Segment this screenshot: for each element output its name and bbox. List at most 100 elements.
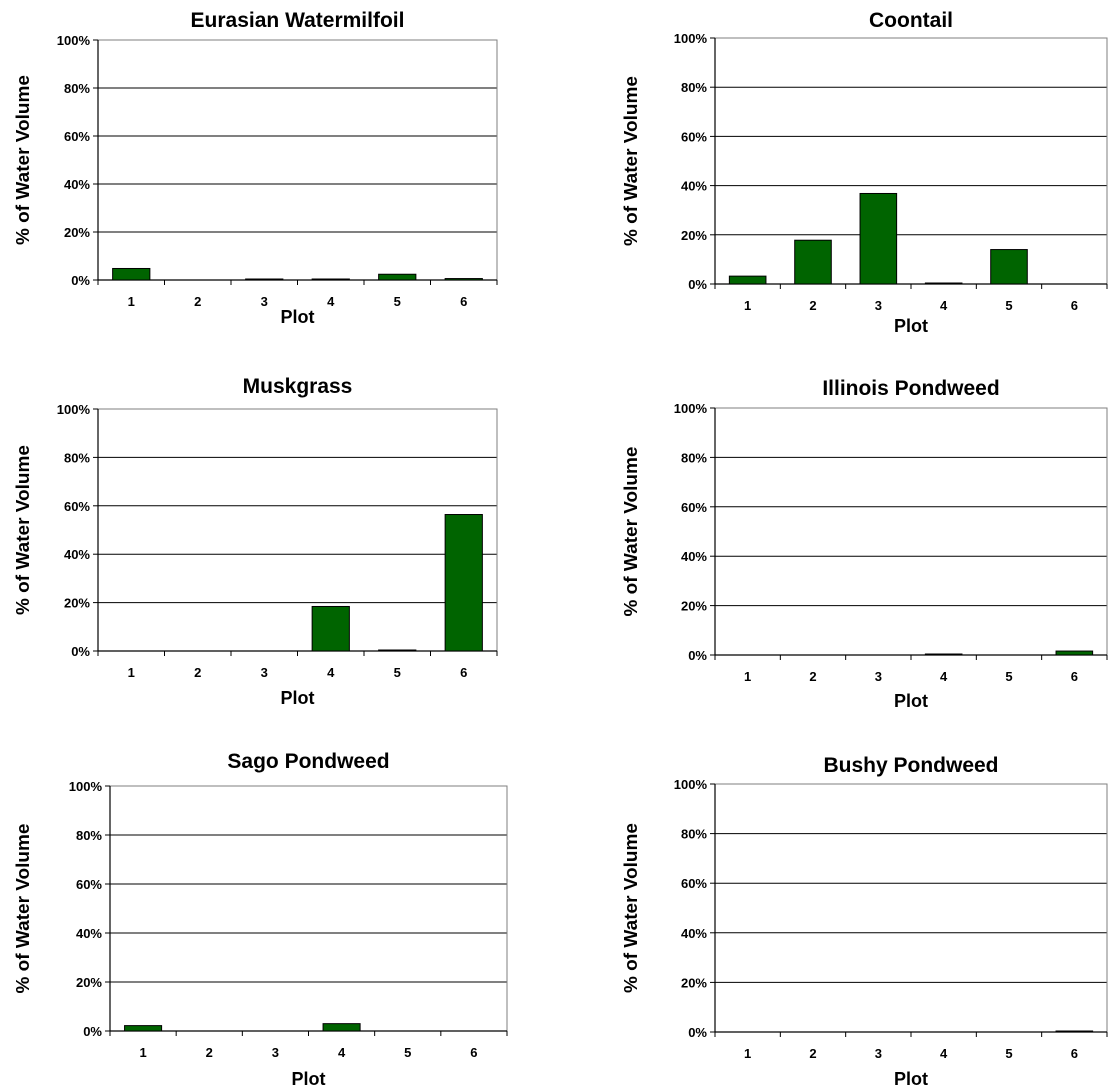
- y-tick-label: 60%: [64, 499, 90, 514]
- x-tick-label: 5: [1005, 669, 1012, 684]
- bar-plot-4: [924, 653, 963, 656]
- y-tick-label: 60%: [64, 129, 90, 144]
- y-tick-label: 0%: [71, 273, 90, 288]
- bar-plot-4: [322, 1023, 361, 1032]
- x-tick-label: 1: [139, 1045, 146, 1060]
- x-axis-label: Plot: [281, 688, 315, 708]
- y-tick-label: 40%: [681, 926, 707, 941]
- y-axis-label: % of Water Volume: [621, 823, 641, 993]
- x-tick-label: 2: [194, 294, 201, 309]
- y-tick-label: 60%: [681, 500, 707, 515]
- x-tick-label: 2: [809, 1046, 816, 1061]
- bar-plot-1: [728, 275, 767, 285]
- x-axis-label: Plot: [894, 691, 928, 711]
- y-tick-label: 0%: [688, 1025, 707, 1040]
- x-tick-label: 2: [809, 669, 816, 684]
- y-tick-label: 80%: [76, 828, 102, 843]
- y-axis-label: % of Water Volume: [13, 445, 33, 615]
- x-tick-label: 4: [327, 294, 335, 309]
- x-tick-label: 2: [206, 1045, 213, 1060]
- y-tick-label: 20%: [64, 225, 90, 240]
- y-axis-label: % of Water Volume: [621, 76, 641, 246]
- bar-plot-6: [444, 278, 483, 281]
- y-tick-label: 100%: [674, 31, 708, 46]
- bar-plot-5: [378, 273, 417, 281]
- chart-title: Eurasian Watermilfoil: [191, 9, 405, 32]
- bar-plot-4: [924, 282, 963, 285]
- bar-plot-3: [245, 278, 284, 281]
- chart-title: Bushy Pondweed: [823, 754, 998, 777]
- x-tick-label: 5: [394, 294, 401, 309]
- y-tick-label: 80%: [681, 80, 707, 95]
- x-axis-label: Plot: [894, 316, 928, 336]
- x-tick-label: 4: [940, 1046, 948, 1061]
- y-tick-label: 80%: [64, 450, 90, 465]
- bar-plot-6: [444, 514, 483, 652]
- x-tick-label: 1: [744, 669, 751, 684]
- plot-area-frame: [714, 37, 1108, 285]
- plot-area-frame: [109, 785, 508, 1032]
- x-tick-label: 1: [128, 294, 135, 309]
- x-tick-label: 3: [272, 1045, 279, 1060]
- y-tick-label: 40%: [681, 179, 707, 194]
- y-tick-label: 80%: [681, 450, 707, 465]
- x-tick-label: 2: [809, 298, 816, 313]
- x-tick-label: 4: [940, 669, 948, 684]
- chart-title: Coontail: [869, 9, 953, 32]
- x-axis-label: Plot: [894, 1069, 928, 1089]
- y-tick-label: 20%: [681, 975, 707, 990]
- x-axis-label: Plot: [281, 307, 315, 327]
- y-axis-label: % of Water Volume: [621, 447, 641, 617]
- bar-plot-2: [794, 239, 832, 285]
- y-tick-label: 100%: [69, 779, 103, 794]
- x-tick-label: 4: [338, 1045, 346, 1060]
- x-tick-label: 5: [1005, 1046, 1012, 1061]
- x-tick-label: 6: [470, 1045, 477, 1060]
- y-tick-label: 20%: [64, 596, 90, 611]
- bar-plot-6: [1055, 1030, 1094, 1033]
- x-tick-label: 6: [460, 665, 467, 680]
- x-tick-label: 3: [261, 294, 268, 309]
- bar-plot-6: [1055, 650, 1094, 656]
- plot-area-frame: [97, 408, 498, 652]
- x-tick-label: 1: [744, 298, 751, 313]
- y-tick-label: 20%: [76, 975, 102, 990]
- y-tick-label: 80%: [681, 827, 707, 842]
- x-tick-label: 6: [1071, 298, 1078, 313]
- y-tick-label: 100%: [674, 777, 708, 792]
- y-tick-label: 20%: [681, 599, 707, 614]
- bar-plot-4: [311, 605, 350, 652]
- y-tick-label: 0%: [83, 1024, 102, 1039]
- y-tick-label: 0%: [688, 277, 707, 292]
- y-tick-label: 100%: [57, 402, 91, 417]
- y-tick-label: 40%: [64, 547, 90, 562]
- bar-plot-5: [378, 649, 417, 652]
- bar-plot-3: [859, 192, 898, 285]
- x-tick-label: 2: [194, 665, 201, 680]
- chart-panel-1: 0% 20% 40% 60% 80% 100% 1 2 3 4 5 6 Eurasian Watermi…: [13, 9, 498, 327]
- x-tick-label: 5: [394, 665, 401, 680]
- chart-panel-3: 0% 20% 40% 60% 80% 100% 1 2 3 4 5 6 Muskgrass Plot % o…: [13, 375, 498, 708]
- y-tick-label: 60%: [681, 876, 707, 891]
- chart-panel-2: 0% 20% 40% 60% 80% 100% 1 2 3 4 5 6 Coontail Plot % of…: [621, 9, 1108, 336]
- plot-area-frame: [97, 39, 498, 281]
- y-tick-label: 0%: [71, 644, 90, 659]
- x-tick-label: 5: [404, 1045, 411, 1060]
- x-tick-label: 6: [1071, 669, 1078, 684]
- x-tick-label: 1: [128, 665, 135, 680]
- y-tick-label: 80%: [64, 81, 90, 96]
- plot-area-frame: [714, 783, 1108, 1033]
- x-tick-label: 3: [261, 665, 268, 680]
- y-tick-label: 60%: [681, 129, 707, 144]
- chart-panel-6: 0% 20% 40% 60% 80% 100% 1 2 3 4 5 6 Bushy Pondweed Pl…: [621, 754, 1108, 1089]
- y-axis-label: % of Water Volume: [13, 75, 33, 245]
- x-tick-label: 3: [875, 1046, 882, 1061]
- x-axis-label: Plot: [292, 1069, 326, 1089]
- y-tick-label: 60%: [76, 877, 102, 892]
- y-tick-label: 0%: [688, 648, 707, 663]
- bar-plot-4: [311, 278, 350, 281]
- y-tick-label: 40%: [76, 926, 102, 941]
- y-tick-label: 40%: [681, 549, 707, 564]
- chart-title: Muskgrass: [243, 375, 353, 398]
